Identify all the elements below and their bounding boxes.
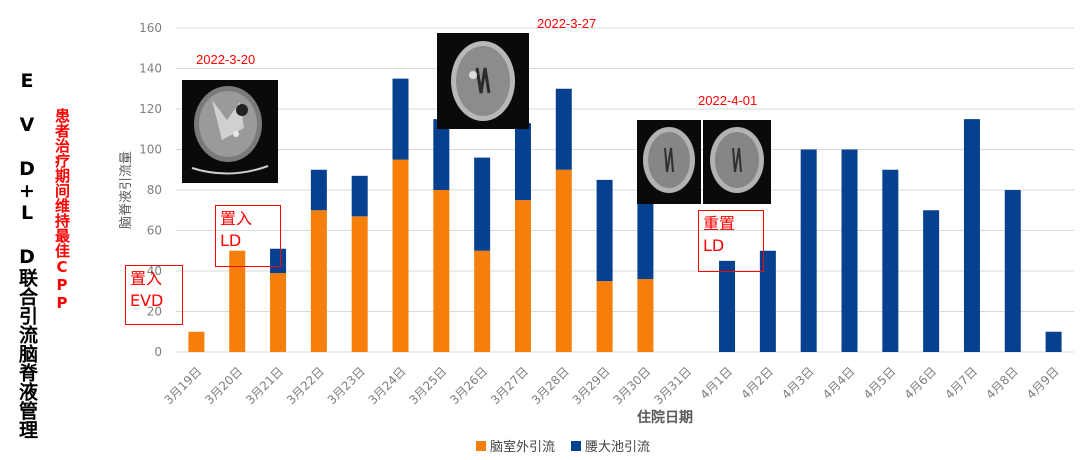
main-title: E V D+L D联合引流脑脊液管理 xyxy=(16,70,38,439)
annotation-evd-line2: EVD xyxy=(130,291,164,310)
bar-ld-5 xyxy=(392,78,409,160)
annotation-evd-line1: 置入 xyxy=(130,269,163,288)
bar-evd-7 xyxy=(474,250,491,352)
bar-ld-16 xyxy=(841,149,858,352)
bar-ld-17 xyxy=(882,169,899,352)
bar-evd-5 xyxy=(392,159,409,352)
x-tick-label: 3月28日 xyxy=(529,364,572,407)
y-axis-title: 脑脊液引流量 xyxy=(119,151,134,229)
bar-evd-8 xyxy=(514,200,531,352)
x-tick-label: 4月5日 xyxy=(861,364,899,402)
bar-evd-11 xyxy=(637,279,654,352)
ct-scan-image-3 xyxy=(637,120,701,204)
x-tick-label: 4月7日 xyxy=(942,364,980,402)
x-tick-label: 4月8日 xyxy=(983,364,1021,402)
x-tick-label: 3月25日 xyxy=(406,364,449,407)
annotation-ld-line2: LD xyxy=(220,231,242,250)
y-tick-label: 100 xyxy=(139,143,162,157)
bar-ld-14 xyxy=(759,250,776,352)
bar-ld-9 xyxy=(555,88,572,170)
bar-ld-8 xyxy=(514,123,531,201)
legend: 脑室外引流 腰大池引流 xyxy=(476,436,650,455)
x-tick-label: 3月24日 xyxy=(366,364,409,407)
x-tick-label: 3月23日 xyxy=(325,364,368,407)
bar-evd-2 xyxy=(270,273,287,352)
legend-item-evd: 脑室外引流 xyxy=(476,436,555,455)
annotation-reset-line2: LD xyxy=(703,236,725,255)
legend-label-ld: 腰大池引流 xyxy=(585,440,651,455)
legend-swatch-ld xyxy=(571,440,582,451)
x-tick-label: 4月4日 xyxy=(820,364,858,402)
bar-ld-21 xyxy=(1045,331,1062,352)
annotation-ld-insert: 置入 LD xyxy=(215,205,281,267)
bar-ld-3 xyxy=(310,169,327,211)
bar-evd-6 xyxy=(433,190,450,352)
ct-scan-image-4 xyxy=(703,120,771,204)
x-tick-label: 4月6日 xyxy=(902,364,940,402)
x-tick-label: 4月1日 xyxy=(697,364,735,402)
y-tick-label: 20 xyxy=(147,305,162,319)
ct-scan-image-1 xyxy=(182,80,278,183)
annotation-ld-reset: 重置 LD xyxy=(698,210,764,272)
y-tick-label: 80 xyxy=(147,183,162,197)
bar-ld-20 xyxy=(1004,190,1021,352)
y-tick-label: 140 xyxy=(139,62,162,76)
x-axis-title: 住院日期 xyxy=(637,409,693,426)
bar-evd-1 xyxy=(229,250,246,352)
bar-evd-10 xyxy=(596,281,613,352)
x-tick-label: 3月20日 xyxy=(202,364,245,407)
legend-label-evd: 脑室外引流 xyxy=(490,440,556,455)
y-tick-label: 60 xyxy=(147,224,162,238)
x-tick-label: 3月29日 xyxy=(570,364,613,407)
bar-ld-15 xyxy=(800,149,817,352)
bar-ld-4 xyxy=(351,175,368,217)
bar-evd-4 xyxy=(351,216,368,352)
bar-evd-9 xyxy=(555,169,572,352)
bar-ld-19 xyxy=(963,119,980,352)
annotation-ld-line1: 置入 xyxy=(220,209,253,228)
bar-ld-6 xyxy=(433,119,450,190)
x-tick-label: 3月22日 xyxy=(284,364,327,407)
x-tick-label: 3月19日 xyxy=(161,364,204,407)
x-tick-label: 3月27日 xyxy=(488,364,531,407)
legend-swatch-evd xyxy=(476,440,486,451)
y-tick-label: 160 xyxy=(139,21,162,35)
annotation-evd-insert: 置入 EVD xyxy=(125,265,183,325)
y-tick-label: 120 xyxy=(139,102,162,116)
bar-ld-10 xyxy=(596,179,613,282)
bar-evd-0 xyxy=(188,331,205,352)
y-tick-label: 40 xyxy=(147,264,162,278)
x-tick-label: 4月3日 xyxy=(779,364,817,402)
x-tick-label: 3月30日 xyxy=(610,364,653,407)
bar-ld-7 xyxy=(474,157,491,251)
x-tick-label: 3月31日 xyxy=(651,364,694,407)
scan-date-2: 2022-3-27 xyxy=(537,16,597,31)
subtitle: 患者治疗期间维持最佳CPP xyxy=(53,108,71,312)
scan-date-1: 2022-3-20 xyxy=(196,52,256,67)
bar-evd-3 xyxy=(310,210,327,352)
scan-date-3: 2022-4-01 xyxy=(698,93,758,108)
ct-scan-image-2 xyxy=(437,33,529,129)
bar-ld-11 xyxy=(637,202,654,280)
x-tick-label: 3月21日 xyxy=(243,364,286,407)
y-tick-label: 0 xyxy=(154,345,162,359)
bar-ld-13 xyxy=(719,260,736,352)
legend-item-ld: 腰大池引流 xyxy=(571,436,650,455)
annotation-reset-line1: 重置 xyxy=(703,214,736,233)
bar-ld-18 xyxy=(923,210,940,352)
x-tick-label: 4月2日 xyxy=(738,364,776,402)
x-tick-label: 3月26日 xyxy=(447,364,490,407)
x-tick-label: 4月9日 xyxy=(1024,364,1062,402)
